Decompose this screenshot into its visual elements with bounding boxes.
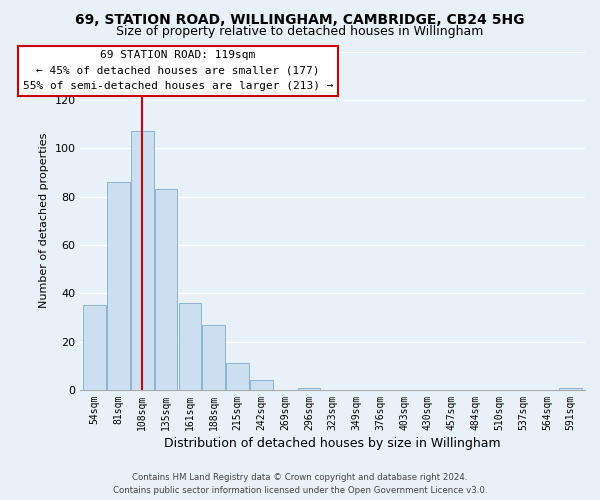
Bar (559, 388, 582, 390)
Bar (155, 190, 178, 390)
Bar (107, 182, 130, 390)
Bar (250, 380, 272, 390)
Text: Size of property relative to detached houses in Willingham: Size of property relative to detached ho… (116, 25, 484, 38)
Bar (179, 303, 201, 390)
Text: 69 STATION ROAD: 119sqm
← 45% of detached houses are smaller (177)
55% of semi-d: 69 STATION ROAD: 119sqm ← 45% of detache… (23, 50, 333, 92)
Bar (298, 388, 320, 390)
Bar (131, 132, 154, 390)
Bar (226, 364, 249, 390)
Bar (83, 306, 106, 390)
Y-axis label: Number of detached properties: Number of detached properties (39, 133, 49, 308)
Bar (202, 324, 225, 390)
Text: Contains HM Land Registry data © Crown copyright and database right 2024.
Contai: Contains HM Land Registry data © Crown c… (113, 473, 487, 495)
Text: 69, STATION ROAD, WILLINGHAM, CAMBRIDGE, CB24 5HG: 69, STATION ROAD, WILLINGHAM, CAMBRIDGE,… (75, 12, 525, 26)
X-axis label: Distribution of detached houses by size in Willingham: Distribution of detached houses by size … (164, 437, 501, 450)
